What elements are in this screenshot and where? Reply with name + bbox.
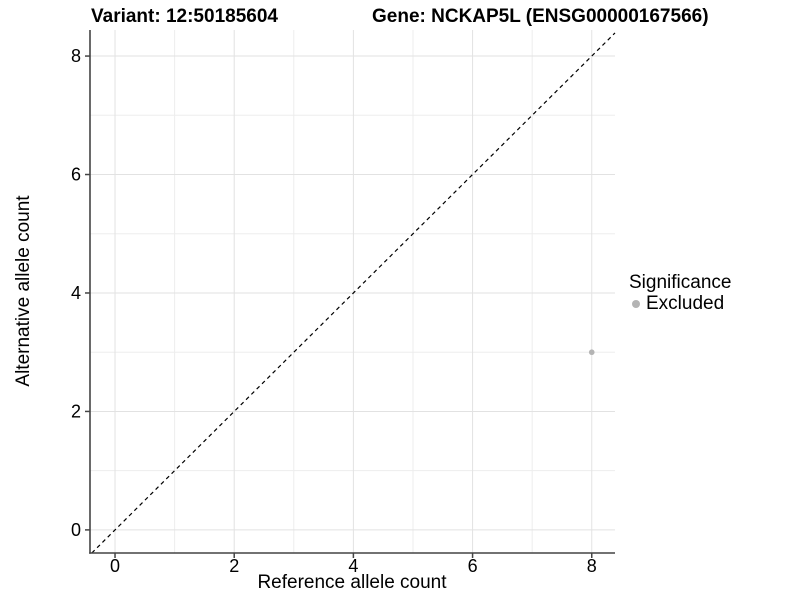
y-tick-label: 2 bbox=[71, 401, 81, 421]
y-axis-title: Alternative allele count bbox=[13, 195, 34, 387]
legend-title: Significance bbox=[629, 272, 732, 293]
x-tick-label: 8 bbox=[587, 556, 597, 576]
x-tick-label: 4 bbox=[348, 556, 358, 576]
legend: Significance Excluded bbox=[629, 272, 731, 314]
x-tick-label: 6 bbox=[468, 556, 478, 576]
legend-item-label: Excluded bbox=[646, 293, 725, 314]
y-tick-label: 0 bbox=[71, 520, 81, 540]
plot-title-gene: Gene: NCKAP5L (ENSG00000167566) bbox=[372, 6, 709, 27]
y-tick-label: 6 bbox=[71, 165, 81, 185]
plot-title-variant: Variant: 12:50185604 bbox=[91, 6, 278, 27]
x-tick-label: 2 bbox=[229, 556, 239, 576]
x-tick-label: 0 bbox=[110, 556, 120, 576]
y-tick-label: 4 bbox=[71, 283, 81, 303]
identity-line bbox=[91, 32, 616, 554]
legend-item-excluded: Excluded bbox=[629, 293, 731, 314]
y-tick-label: 8 bbox=[71, 46, 81, 66]
excluded-dot-icon bbox=[632, 299, 640, 308]
data-point bbox=[588, 349, 595, 356]
x-axis-title: Reference allele count bbox=[257, 572, 447, 593]
